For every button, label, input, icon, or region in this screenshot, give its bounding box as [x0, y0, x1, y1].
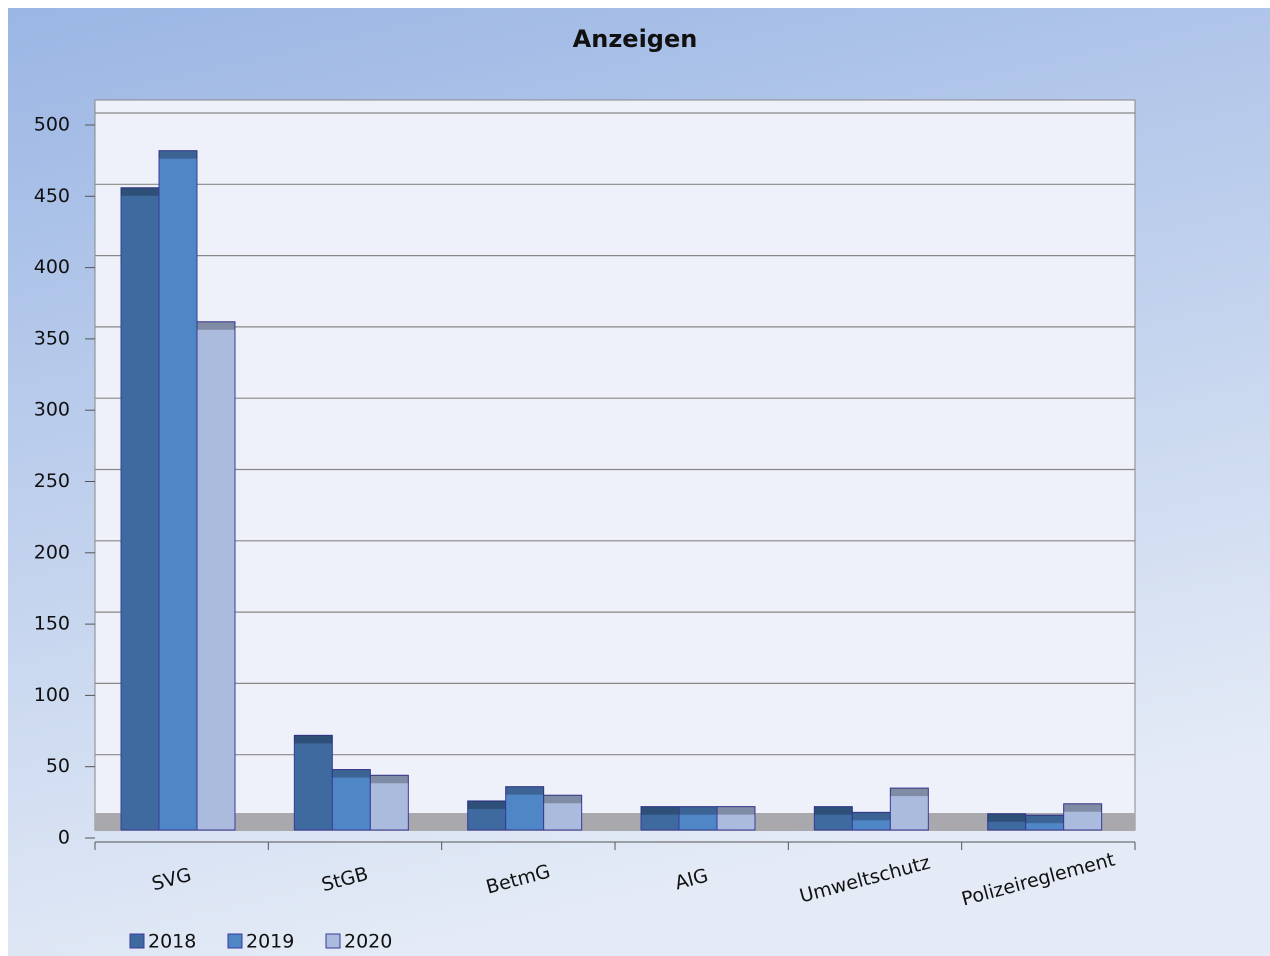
bar — [331, 769, 371, 831]
bar-cap — [852, 812, 891, 821]
bar — [293, 734, 333, 831]
y-tick-label: 300 — [34, 399, 70, 421]
y-tick-label: 350 — [34, 327, 70, 349]
y-tick-label: 50 — [46, 755, 70, 777]
y-tick-label: 400 — [34, 256, 70, 278]
bar-cap — [121, 187, 159, 196]
bar-cap — [543, 795, 582, 804]
y-tick-label: 100 — [34, 684, 70, 706]
bar-cap — [332, 769, 371, 778]
y-tick-label: 150 — [34, 613, 70, 635]
bar-cap — [505, 786, 544, 795]
legend-swatch — [129, 933, 145, 949]
bar — [196, 321, 236, 831]
bar-cap — [467, 800, 506, 809]
bar-cap — [1063, 803, 1102, 812]
bar — [369, 774, 409, 831]
bar-cap — [197, 321, 235, 330]
bar — [543, 794, 583, 831]
chart-title: Anzeigen — [573, 25, 698, 53]
legend-label: 2019 — [246, 931, 294, 953]
legend-swatch — [325, 933, 341, 949]
bar — [1063, 803, 1103, 831]
y-tick-label: 250 — [34, 470, 70, 492]
legend-label: 2018 — [148, 931, 196, 953]
bar — [120, 187, 160, 831]
y-tick-label: 0 — [58, 827, 70, 849]
y-tick-label: 450 — [34, 185, 70, 207]
bar — [158, 150, 198, 831]
floor — [95, 813, 1135, 831]
bar-cap — [294, 735, 333, 744]
bar — [889, 787, 929, 831]
bar-cap — [159, 150, 197, 159]
plot-area — [94, 99, 1136, 831]
bar-cap — [641, 806, 679, 815]
legend-swatch — [227, 933, 243, 949]
bar — [716, 806, 756, 831]
y-tick-label: 200 — [34, 541, 70, 563]
bar-cap — [1025, 815, 1064, 824]
bar-cap — [370, 775, 409, 784]
bar-cap — [717, 806, 755, 815]
legend-label: 2020 — [344, 931, 392, 953]
bar-cap — [679, 806, 717, 815]
bar-cap — [814, 806, 853, 815]
bar-cap — [987, 813, 1026, 822]
y-tick-label: 500 — [34, 114, 70, 136]
bar — [467, 800, 507, 831]
bar-cap — [890, 788, 929, 797]
